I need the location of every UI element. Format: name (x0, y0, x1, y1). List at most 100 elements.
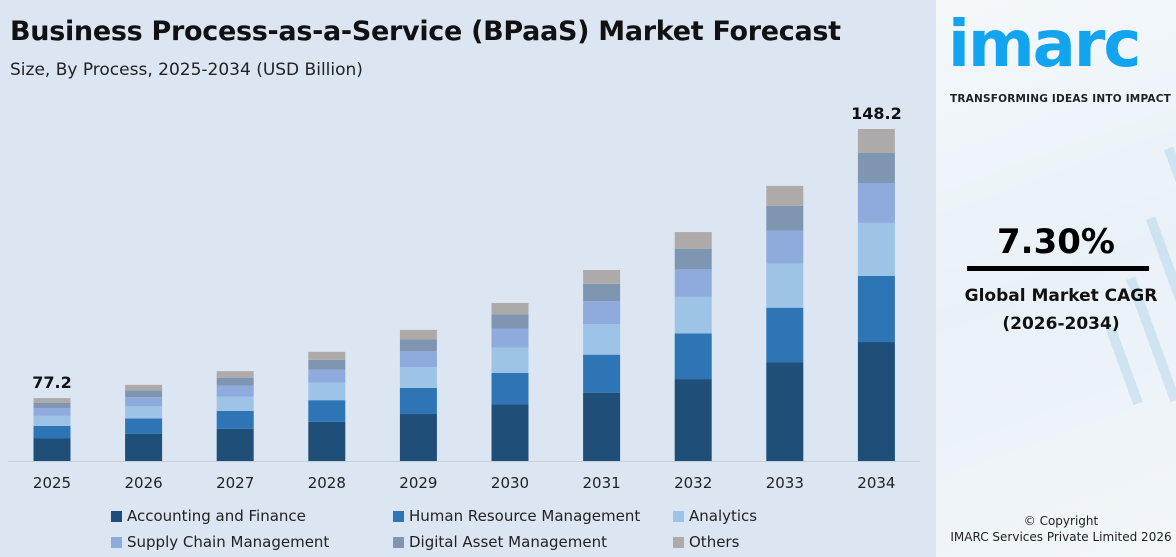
legend-item: Digital Asset Management (393, 533, 607, 551)
bar-segment-2027-4 (216, 377, 254, 386)
background-decoration (1106, 146, 1176, 406)
bar-segment-2031-2 (583, 324, 621, 355)
bar-segment-2030-2 (491, 347, 529, 373)
x-tick-label: 2025 (33, 474, 71, 492)
bar-segment-2034-0 (857, 342, 895, 461)
legend-label: Human Resource Management (409, 507, 641, 525)
bar-segment-2029-5 (399, 329, 437, 340)
bar-segment-2026-3 (125, 397, 163, 407)
bar-segment-2033-3 (766, 230, 804, 264)
bar-segment-2034-1 (857, 275, 895, 343)
x-tick-label: 2033 (766, 474, 804, 492)
bar-segment-2028-2 (308, 382, 346, 401)
bar-segment-2034-2 (857, 222, 895, 276)
bar-segment-2033-4 (766, 205, 804, 231)
bar-segment-2034-3 (857, 182, 895, 223)
bar-segment-2034-4 (857, 152, 895, 183)
cagr-divider (967, 266, 1149, 271)
logo-tagline: TRANSFORMING IDEAS INTO IMPACT (950, 93, 1171, 105)
bar-segment-2031-0 (583, 392, 621, 461)
bar-segment-2032-5 (674, 232, 712, 249)
legend-label: Others (689, 533, 740, 551)
bar-segment-2029-0 (399, 414, 437, 461)
legend-label: Analytics (689, 507, 758, 525)
bar-segment-2025-5 (33, 398, 71, 403)
bar-segment-2031-1 (583, 354, 621, 393)
x-tick-label: 2034 (857, 474, 895, 492)
bar-segment-2033-0 (766, 362, 804, 461)
x-tick-label: 2031 (583, 474, 621, 492)
data-label-2025: 77.2 (32, 373, 71, 392)
data-label-2034: 148.2 (851, 104, 902, 123)
bar-segment-2033-5 (766, 185, 804, 206)
bar-segment-2029-2 (399, 367, 437, 388)
bar-segment-2025-3 (33, 408, 71, 416)
legend-label: Digital Asset Management (409, 533, 607, 551)
legend-label: Accounting and Finance (127, 507, 306, 525)
bar-segment-2026-4 (125, 390, 163, 398)
bar-segment-2026-0 (125, 433, 163, 461)
bar-segment-2027-2 (216, 396, 254, 411)
chart-subtitle: Size, By Process, 2025-2034 (USD Billion… (10, 60, 363, 80)
cagr-value: 7.30% (997, 222, 1115, 262)
legend-swatch (111, 536, 122, 548)
legend-item: Accounting and Finance (111, 507, 306, 525)
bar-segment-2025-2 (33, 415, 71, 426)
x-tick-label: 2032 (674, 474, 712, 492)
bar-segment-2034-5 (857, 129, 895, 153)
bar-segment-2029-1 (399, 387, 437, 415)
bar-segment-2027-0 (216, 428, 254, 461)
bar-segment-2025-1 (33, 425, 71, 439)
bar-segment-2031-5 (583, 269, 621, 284)
x-tick-label: 2029 (399, 474, 437, 492)
legend-label: Supply Chain Management (127, 533, 330, 551)
copyright-line: © Copyright (1023, 514, 1099, 528)
bar-segment-2032-4 (674, 248, 712, 270)
bar-segment-2026-5 (125, 384, 163, 391)
bar-segment-2026-2 (125, 406, 163, 419)
cagr-period: (2026-2034) (1002, 314, 1120, 334)
sidebar-panel: imarc TRANSFORMING IDEAS INTO IMPACT 7.3… (936, 0, 1176, 557)
copyright-company: IMARC Services Private Limited 2026 (950, 530, 1172, 544)
bar-segment-2028-4 (308, 359, 346, 370)
legend-item: Human Resource Management (393, 507, 640, 525)
bar-segment-2033-1 (766, 307, 804, 363)
bar-segment-2025-0 (33, 438, 71, 461)
bar-segment-2027-3 (216, 385, 254, 397)
legend-item: Others (673, 533, 739, 551)
bar-segment-2026-1 (125, 418, 163, 434)
x-tick-label: 2026 (125, 474, 163, 492)
legend-swatch (673, 510, 684, 522)
chart-panel: Business Process-as-a-Service (BPaaS) Ma… (8, 16, 920, 551)
x-tick-label: 2030 (491, 474, 529, 492)
bar-segment-2028-3 (308, 369, 346, 383)
bar-segment-2029-3 (399, 351, 437, 368)
legend-swatch (393, 510, 404, 522)
bar-segment-2032-0 (674, 379, 712, 461)
bar-segment-2031-3 (583, 301, 621, 325)
bar-segment-2030-4 (491, 314, 529, 329)
bar-segment-2031-4 (583, 283, 621, 302)
cagr-label: Global Market CAGR (964, 286, 1158, 306)
bar-segment-2032-2 (674, 296, 712, 334)
legend-swatch (673, 536, 684, 548)
x-tick-label: 2027 (216, 474, 254, 492)
bar-segment-2030-5 (491, 302, 529, 315)
chart-title: Business Process-as-a-Service (BPaaS) Ma… (10, 16, 841, 47)
bar-segment-2030-3 (491, 328, 529, 348)
bar-segment-2028-5 (308, 351, 346, 360)
legend-swatch (111, 510, 122, 522)
bar-segment-2030-0 (491, 404, 529, 461)
bar-segment-2025-4 (33, 402, 71, 409)
bar-segment-2032-1 (674, 333, 712, 380)
bar-segment-2028-1 (308, 400, 346, 422)
imarc-logo: imarc (948, 8, 1141, 82)
legend-item: Supply Chain Management (111, 533, 329, 551)
bar-segment-2027-1 (216, 410, 254, 429)
bar-segment-2033-2 (766, 263, 804, 308)
bar-segment-2032-3 (674, 269, 712, 297)
bar-segment-2027-5 (216, 371, 254, 378)
stacked-bar-chart: 2025 77.2 2026 2027 2028 2029 2030 2031 2032 2033… (8, 104, 920, 492)
legend-swatch (393, 536, 404, 548)
bar-segment-2028-0 (308, 421, 346, 461)
